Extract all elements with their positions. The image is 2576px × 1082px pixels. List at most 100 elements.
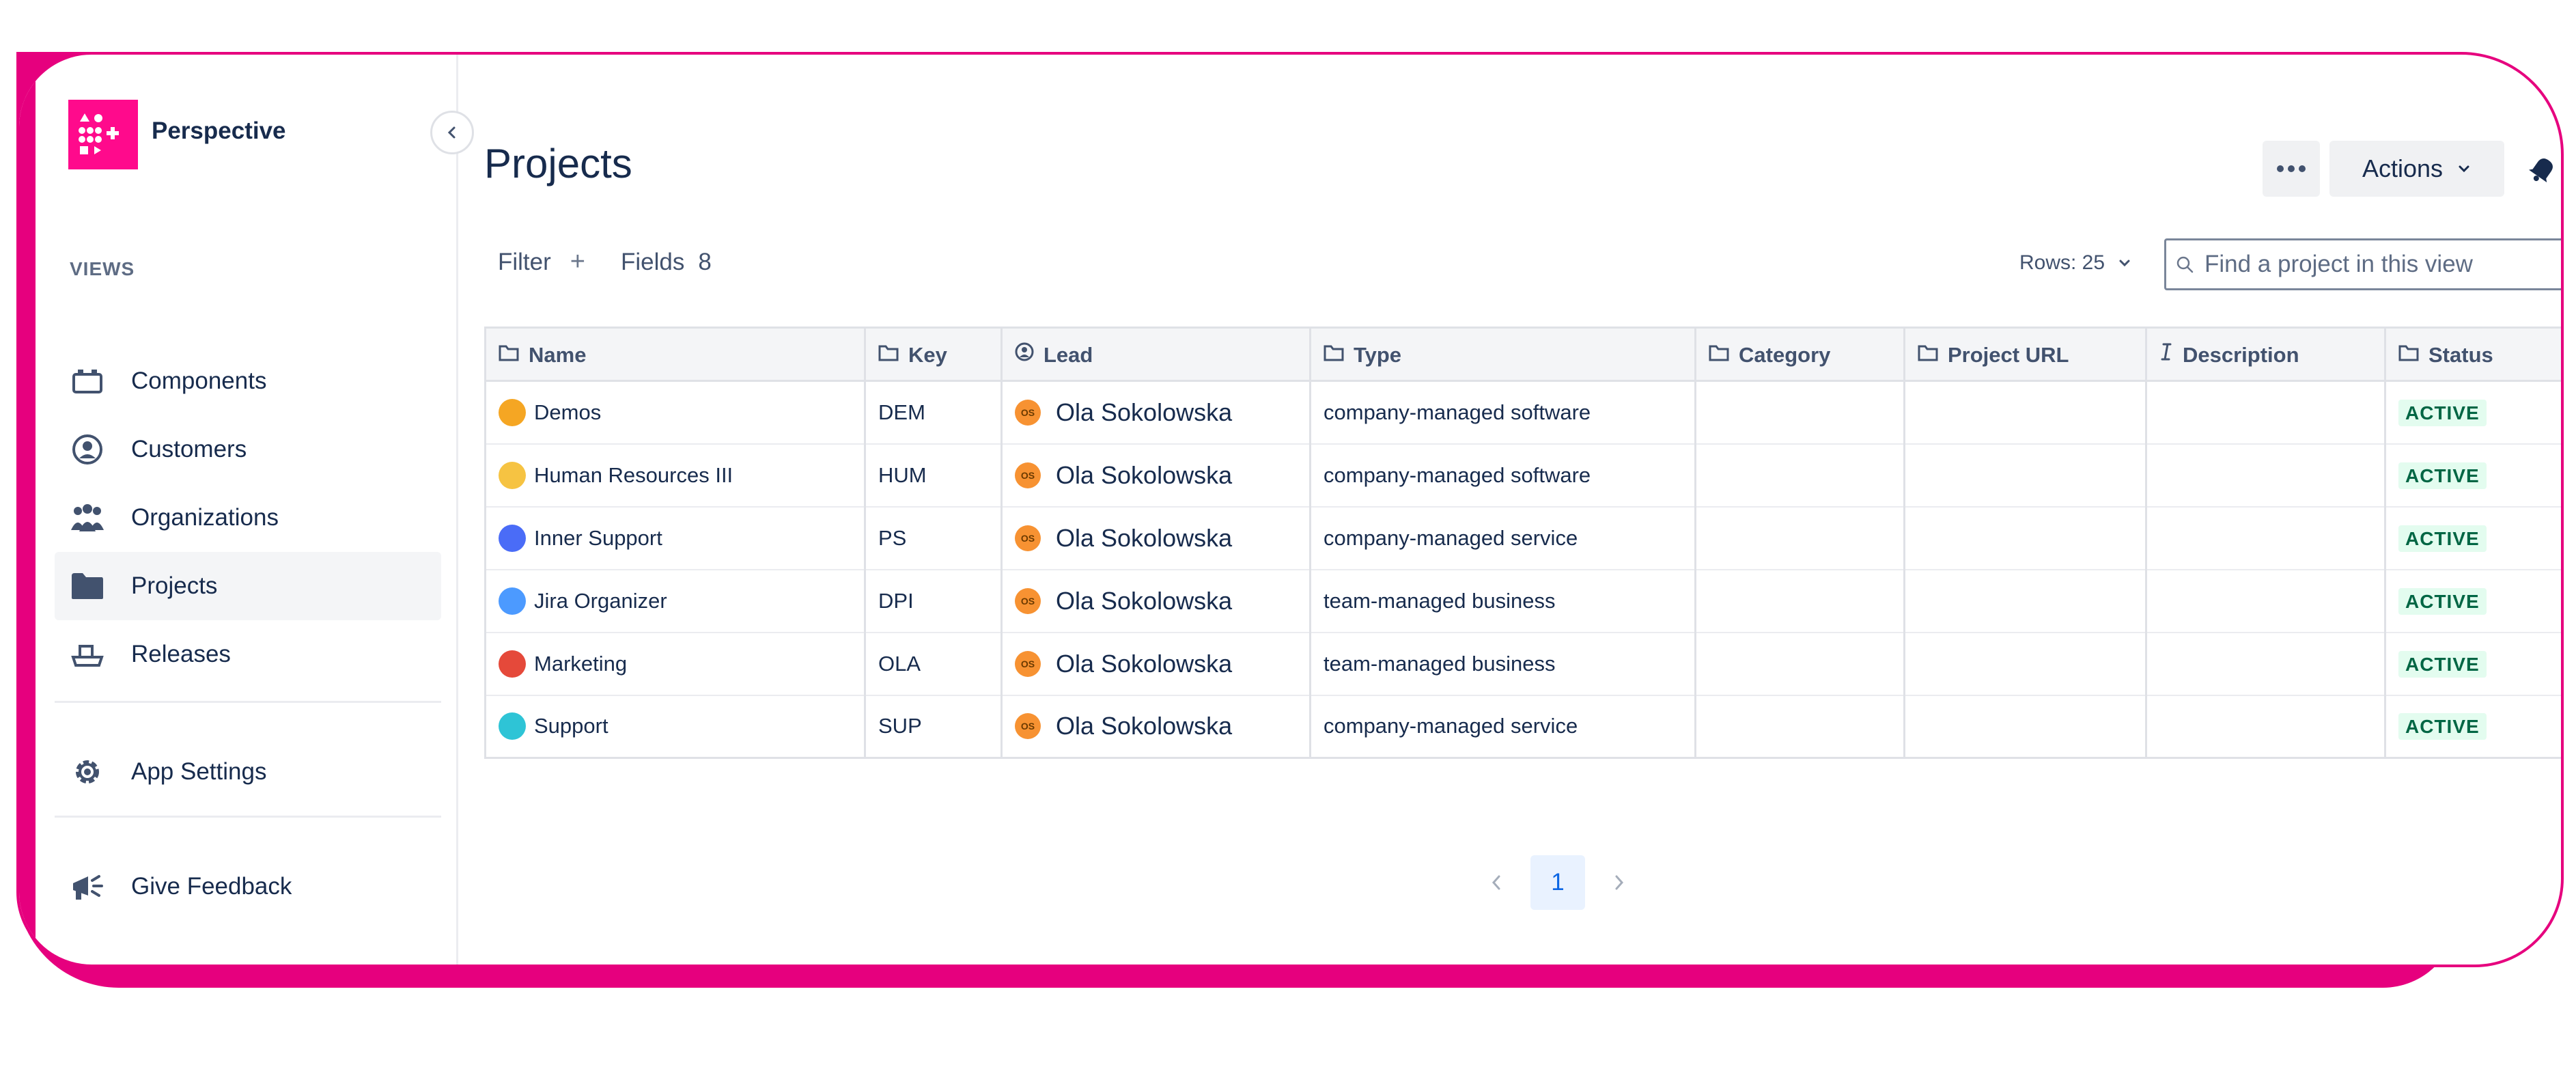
- folder-outline-icon: [1324, 342, 1344, 367]
- sidebar-divider: [55, 816, 441, 818]
- sidebar-item-components[interactable]: Components: [55, 347, 441, 415]
- cell-name[interactable]: Demos: [484, 380, 866, 445]
- sidebar-item-label: Give Feedback: [131, 873, 292, 900]
- cell-name[interactable]: Human Resources III: [484, 443, 866, 508]
- cell-lead: OS Ola Sokolowska: [1000, 380, 1311, 445]
- sidebar-item-releases[interactable]: Releases: [55, 620, 441, 689]
- cell-category: [1694, 443, 1905, 508]
- text-cursor-icon: [2159, 342, 2173, 367]
- more-icon: [2277, 165, 2306, 172]
- cell-status: ACTIVE: [2384, 694, 2561, 759]
- page-number-button[interactable]: 1: [1530, 855, 1585, 910]
- column-header-description[interactable]: Description: [2145, 327, 2386, 382]
- frame-accent: [19, 55, 36, 965]
- column-header-lead[interactable]: Lead: [1000, 327, 1311, 382]
- avatar: OS: [1015, 462, 1041, 488]
- cell-key: HUM: [864, 443, 1003, 508]
- cell-status: ACTIVE: [2384, 505, 2561, 570]
- cell-name[interactable]: Inner Support: [484, 505, 866, 570]
- avatar: OS: [1015, 525, 1041, 551]
- project-name[interactable]: Demos: [534, 400, 602, 424]
- project-name[interactable]: Jira Organizer: [534, 588, 667, 613]
- projects-table: Name Key Lead Type Category Project URL …: [484, 327, 2561, 759]
- cell-type: company-managed service: [1309, 505, 1696, 570]
- column-header-name[interactable]: Name: [484, 327, 866, 382]
- app-window: Perspective VIEWS Components Customers: [16, 52, 2564, 967]
- brand-logo: [68, 100, 138, 169]
- avatar: OS: [1015, 650, 1041, 677]
- project-name[interactable]: Marketing: [534, 651, 628, 676]
- project-name[interactable]: Support: [534, 714, 608, 738]
- table-row[interactable]: Marketing OLA OS Ola Sokolowska team-man…: [484, 631, 2561, 696]
- column-header-type[interactable]: Type: [1309, 327, 1696, 382]
- cell-lead: OS Ola Sokolowska: [1000, 694, 1311, 759]
- sidebar-item-customers[interactable]: Customers: [55, 415, 441, 484]
- filter-button[interactable]: Filter: [498, 248, 551, 275]
- table-row[interactable]: Inner Support PS OS Ola Sokolowska compa…: [484, 505, 2561, 570]
- project-avatar-icon: [499, 461, 526, 489]
- user-circle-icon: [1015, 342, 1034, 367]
- search-input[interactable]: [2203, 250, 2561, 279]
- chevron-down-icon: [2459, 165, 2469, 173]
- avatar: OS: [1015, 713, 1041, 740]
- status-badge: ACTIVE: [2398, 713, 2487, 740]
- sidebar-item-label: Customers: [131, 436, 247, 462]
- chevron-right-icon: [1615, 875, 1624, 890]
- column-header-category[interactable]: Category: [1694, 327, 1905, 382]
- collapse-sidebar-button[interactable]: [430, 111, 474, 154]
- next-page-button[interactable]: [1599, 855, 1640, 910]
- project-avatar-icon: [499, 650, 526, 678]
- actions-button[interactable]: Actions: [2329, 141, 2504, 197]
- cell-lead: OS Ola Sokolowska: [1000, 631, 1311, 696]
- table-row[interactable]: Demos DEM OS Ola Sokolowska company-mana…: [484, 380, 2561, 445]
- column-header-project-url[interactable]: Project URL: [1903, 327, 2147, 382]
- pagination: 1: [1476, 855, 1640, 910]
- cell-description: [2145, 443, 2386, 508]
- cell-project-url: [1903, 568, 2147, 633]
- add-filter-icon[interactable]: +: [570, 247, 585, 276]
- table-row[interactable]: Human Resources III HUM OS Ola Sokolowsk…: [484, 443, 2561, 508]
- notification-bell-icon[interactable]: [2523, 150, 2561, 189]
- column-header-key[interactable]: Key: [864, 327, 1003, 382]
- sidebar-item-projects[interactable]: Projects: [55, 552, 441, 620]
- column-header-status[interactable]: Status: [2384, 327, 2561, 382]
- filter-bar: Filter + Fields 8: [498, 247, 712, 277]
- status-badge: ACTIVE: [2398, 462, 2487, 489]
- cell-status: ACTIVE: [2384, 443, 2561, 508]
- project-name[interactable]: Inner Support: [534, 525, 662, 550]
- sidebar-item-give-feedback[interactable]: Give Feedback: [55, 852, 441, 921]
- fields-count: 8: [698, 248, 712, 275]
- gear-icon: [70, 754, 105, 790]
- cell-description: [2145, 568, 2386, 633]
- table-row[interactable]: Jira Organizer DPI OS Ola Sokolowska tea…: [484, 568, 2561, 633]
- folder-icon: [70, 568, 105, 604]
- cell-description: [2145, 380, 2386, 445]
- chevron-down-icon: [2119, 260, 2130, 267]
- sidebar-item-label: Components: [131, 367, 267, 394]
- actions-label: Actions: [2362, 154, 2444, 182]
- table-row[interactable]: Support SUP OS Ola Sokolowska company-ma…: [484, 694, 2561, 759]
- fields-button[interactable]: Fields: [620, 248, 685, 275]
- cell-description: [2145, 631, 2386, 696]
- cell-type: company-managed service: [1309, 694, 1696, 759]
- sidebar-item-app-settings[interactable]: App Settings: [55, 738, 441, 806]
- project-avatar-icon: [499, 712, 526, 740]
- project-avatar-icon: [499, 524, 526, 552]
- sidebar-item-organizations[interactable]: Organizations: [55, 484, 441, 552]
- cell-name[interactable]: Support: [484, 694, 866, 759]
- sidebar: Perspective VIEWS Components Customers: [36, 55, 474, 965]
- cell-description: [2145, 505, 2386, 570]
- project-name[interactable]: Human Resources III: [534, 462, 733, 487]
- megaphone-icon: [70, 869, 105, 904]
- previous-page-button[interactable]: [1476, 855, 1517, 910]
- rows-per-page-select[interactable]: Rows: 25: [2019, 251, 2132, 275]
- cell-name[interactable]: Jira Organizer: [484, 568, 866, 633]
- avatar: OS: [1015, 399, 1041, 426]
- cell-category: [1694, 380, 1905, 445]
- folder-outline-icon: [878, 342, 899, 367]
- brand-name: Perspective: [152, 117, 286, 144]
- more-options-button[interactable]: [2263, 141, 2320, 197]
- cell-name[interactable]: Marketing: [484, 631, 866, 696]
- sidebar-item-label: Projects: [131, 572, 218, 599]
- chevron-left-icon: [1492, 875, 1500, 890]
